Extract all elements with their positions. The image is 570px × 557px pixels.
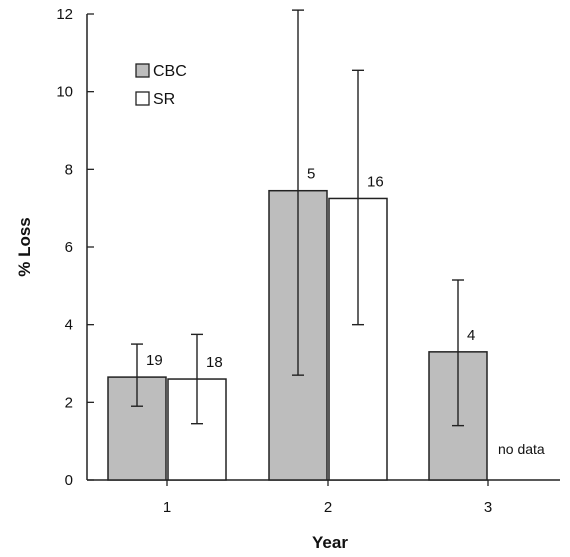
error-bar-cbc: [131, 343, 143, 407]
sample-size-label: 18: [206, 354, 223, 371]
no-data-annotation: no data: [498, 441, 545, 457]
x-axis-title: Year: [312, 533, 348, 552]
sample-size-label: 19: [146, 352, 163, 369]
annotations: no data: [498, 441, 545, 457]
y-tick-label: 2: [65, 394, 73, 411]
x-tick-label: 3: [484, 499, 492, 516]
error-bar-cbc: [452, 279, 464, 427]
sample-size-label: 16: [367, 173, 384, 190]
y-tick-label: 0: [65, 472, 73, 489]
y-tick-label: 4: [65, 317, 73, 334]
x-tick-label: 1: [163, 499, 171, 516]
sample-size-label: 5: [307, 166, 315, 183]
y-tick-label: 8: [65, 161, 73, 178]
y-tick-label: 10: [56, 84, 73, 101]
x-axis: 1 2 3: [87, 479, 560, 516]
y-axis-title: % Loss: [15, 217, 34, 277]
sample-size-label: 4: [467, 327, 475, 344]
y-tick-label: 12: [56, 6, 73, 23]
error-bar-sr: [191, 333, 203, 425]
legend-swatch-cbc: [135, 63, 150, 78]
legend-swatch-sr: [135, 91, 150, 106]
legend: CBC SR: [135, 63, 187, 108]
y-tick-label: 6: [65, 239, 73, 256]
error-bar-sr: [352, 69, 364, 326]
y-axis: 0 2 4 6 8 10 12: [56, 6, 94, 489]
error-bar-cbc: [292, 9, 304, 376]
x-tick-label: 2: [324, 499, 332, 516]
legend-label-cbc: CBC: [153, 63, 187, 80]
sample-size-labels: 19 5 4 18 16: [146, 166, 475, 371]
legend-label-sr: SR: [153, 91, 175, 108]
error-bars: [131, 9, 464, 427]
